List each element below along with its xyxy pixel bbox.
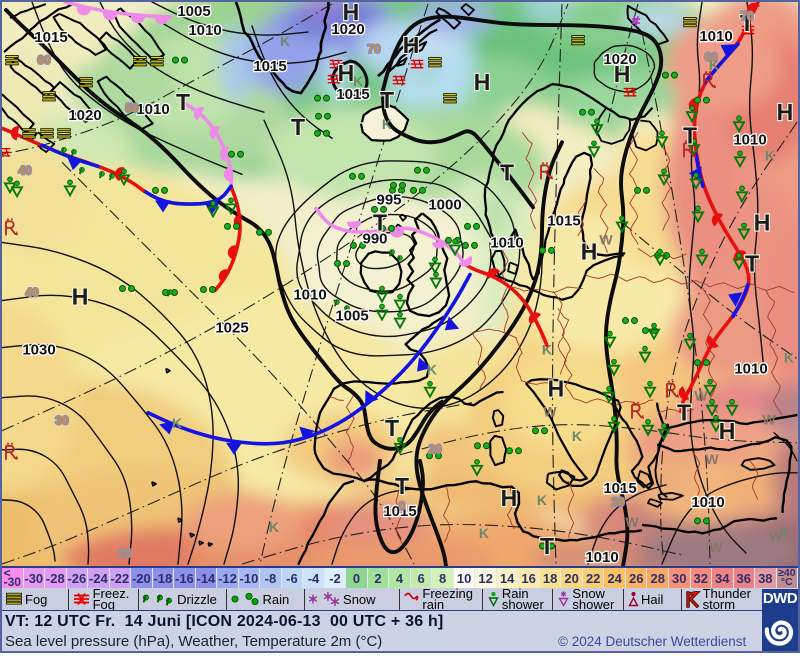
- svg-text:H: H: [343, 2, 360, 25]
- svg-text:20: 20: [611, 495, 625, 509]
- svg-text:1020: 1020: [603, 51, 636, 68]
- svg-text:1010: 1010: [733, 131, 766, 148]
- svg-text:K: K: [479, 525, 489, 541]
- svg-text:1015: 1015: [34, 29, 67, 46]
- svg-text:1010: 1010: [188, 22, 221, 39]
- svg-text:T: T: [740, 10, 754, 36]
- svg-text:T: T: [683, 122, 697, 148]
- svg-text:W: W: [599, 231, 613, 247]
- svg-text:1020: 1020: [331, 21, 364, 38]
- svg-text:1015: 1015: [603, 480, 636, 497]
- svg-text:1025: 1025: [215, 320, 248, 337]
- svg-text:H: H: [403, 32, 420, 58]
- svg-text:T: T: [500, 159, 514, 185]
- svg-text:40: 40: [18, 163, 32, 177]
- svg-text:W: W: [762, 412, 776, 428]
- svg-text:995: 995: [376, 191, 401, 208]
- svg-text:1010: 1010: [691, 494, 724, 511]
- svg-text:T: T: [176, 89, 190, 115]
- svg-text:30: 30: [55, 414, 69, 428]
- svg-text:1010: 1010: [585, 549, 618, 566]
- svg-text:K: K: [572, 428, 582, 444]
- svg-text:1015: 1015: [253, 58, 286, 75]
- svg-text:50: 50: [125, 101, 139, 115]
- svg-text:T: T: [291, 114, 305, 140]
- svg-text:60: 60: [37, 53, 51, 67]
- svg-text:H: H: [548, 376, 565, 402]
- svg-text:H: H: [474, 69, 491, 95]
- svg-text:W: W: [705, 451, 719, 467]
- svg-text:H: H: [614, 61, 631, 87]
- svg-text:K: K: [784, 350, 794, 366]
- svg-text:20: 20: [428, 442, 442, 456]
- svg-text:0: 0: [399, 499, 406, 513]
- svg-text:H: H: [581, 238, 598, 264]
- svg-text:1015: 1015: [383, 503, 416, 520]
- svg-text:W: W: [625, 514, 639, 530]
- svg-text:20: 20: [118, 546, 132, 560]
- svg-text:K: K: [779, 524, 789, 540]
- svg-text:K: K: [172, 415, 182, 431]
- svg-text:K: K: [709, 57, 719, 73]
- svg-text:T: T: [373, 209, 387, 235]
- svg-text:H: H: [777, 99, 794, 125]
- svg-text:K: K: [427, 362, 437, 378]
- svg-text:70: 70: [367, 42, 381, 56]
- svg-text:990: 990: [362, 230, 387, 247]
- svg-text:W: W: [769, 528, 783, 544]
- svg-text:K: K: [269, 519, 279, 535]
- svg-text:T: T: [745, 250, 759, 276]
- svg-text:H: H: [754, 209, 771, 235]
- svg-text:1010: 1010: [699, 28, 732, 45]
- svg-text:K: K: [542, 342, 552, 358]
- svg-text:H: H: [72, 284, 89, 310]
- svg-text:K: K: [382, 116, 392, 132]
- svg-text:1015: 1015: [336, 86, 369, 103]
- svg-text:K: K: [353, 73, 363, 89]
- svg-text:1010: 1010: [293, 287, 326, 304]
- svg-text:T: T: [380, 87, 394, 113]
- svg-text:H: H: [719, 418, 736, 444]
- svg-text:1010: 1010: [734, 361, 767, 378]
- svg-text:1010: 1010: [490, 234, 523, 251]
- svg-text:T: T: [540, 533, 554, 559]
- svg-text:T: T: [385, 415, 399, 441]
- svg-text:60: 60: [704, 50, 718, 64]
- svg-text:1015: 1015: [547, 212, 580, 229]
- svg-text:1030: 1030: [22, 342, 55, 359]
- svg-text:K: K: [537, 492, 547, 508]
- svg-text:70: 70: [740, 9, 754, 23]
- svg-text:K: K: [280, 33, 290, 49]
- svg-text:T: T: [395, 473, 409, 499]
- svg-text:1010: 1010: [136, 101, 169, 118]
- svg-text:W: W: [543, 404, 557, 420]
- svg-text:H: H: [501, 485, 518, 511]
- svg-text:1005: 1005: [177, 3, 210, 20]
- svg-text:1005: 1005: [335, 308, 368, 325]
- svg-text:T: T: [677, 400, 691, 426]
- svg-text:1020: 1020: [68, 107, 101, 124]
- svg-text:K: K: [765, 147, 775, 163]
- svg-text:W: W: [694, 388, 708, 404]
- svg-text:H: H: [338, 60, 355, 86]
- svg-text:40: 40: [25, 286, 39, 300]
- svg-text:1000: 1000: [428, 196, 461, 213]
- svg-text:W: W: [709, 539, 723, 555]
